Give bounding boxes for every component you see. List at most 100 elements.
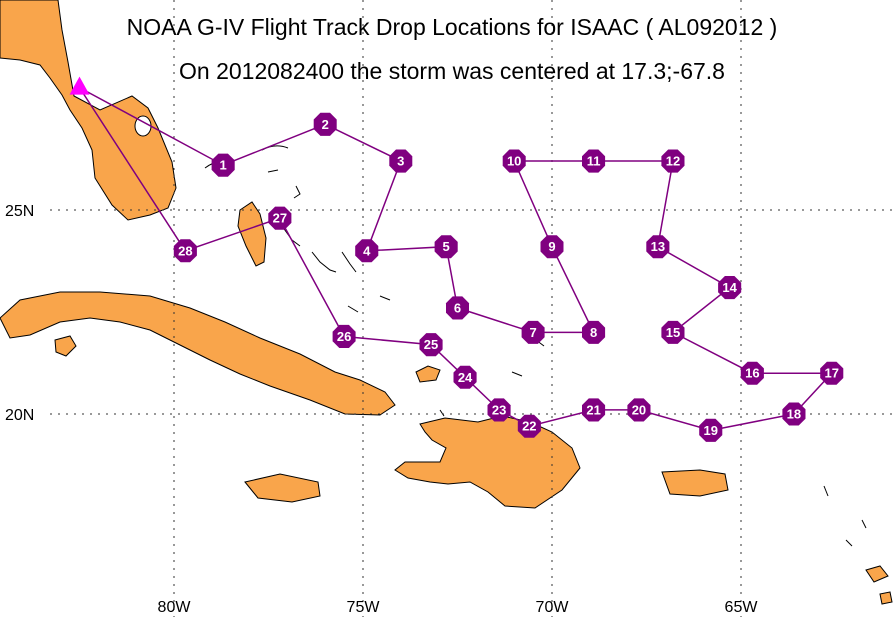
drop-label: 9 xyxy=(548,239,555,254)
drop-octagon xyxy=(173,239,197,263)
axis-labels: 80W 75W 70W 65W 25N 20N xyxy=(5,203,758,616)
drop-octagon xyxy=(434,235,458,259)
drop-octagon xyxy=(661,149,685,173)
lon-label-80w: 80W xyxy=(158,599,192,616)
drop-label: 27 xyxy=(273,211,287,226)
drop-label: 26 xyxy=(337,329,351,344)
drop-label: 1 xyxy=(220,158,227,173)
drop-octagon xyxy=(446,296,469,320)
lon-label-70w: 70W xyxy=(536,599,570,616)
drop-octagon xyxy=(389,149,413,173)
drop-marker: 5 xyxy=(434,235,458,259)
drop-marker: 24 xyxy=(453,365,477,389)
drop-label: 14 xyxy=(722,280,737,295)
drop-octagon xyxy=(521,320,545,344)
drop-octagon xyxy=(332,324,356,348)
drop-label: 2 xyxy=(322,117,329,132)
drop-marker: 15 xyxy=(661,320,685,344)
drop-marker: 20 xyxy=(627,398,651,422)
base-triangle-marker xyxy=(69,76,90,95)
drop-label: 21 xyxy=(586,402,600,417)
drop-marker: 7 xyxy=(521,320,545,344)
drop-label: 22 xyxy=(522,419,536,434)
drop-marker: 6 xyxy=(446,296,469,320)
drop-octagon xyxy=(453,365,477,389)
drop-octagon xyxy=(517,414,541,438)
drop-marker: 28 xyxy=(173,239,197,263)
drop-octagon xyxy=(782,402,806,426)
land-masses xyxy=(0,0,893,605)
drop-octagon xyxy=(699,418,723,442)
lat-label-20n: 20N xyxy=(5,407,34,424)
drop-label: 19 xyxy=(704,423,718,438)
drop-marker: 16 xyxy=(740,361,764,385)
drop-marker: 17 xyxy=(820,361,844,385)
drop-marker: 27 xyxy=(268,206,292,230)
drop-label: 24 xyxy=(458,370,473,385)
drop-label: 7 xyxy=(529,325,536,340)
drop-marker: 11 xyxy=(582,149,606,173)
jamaica-land xyxy=(244,473,321,503)
florida-land xyxy=(0,0,177,221)
lon-label-65w: 65W xyxy=(725,599,759,616)
drop-octagon xyxy=(646,235,670,259)
drop-label: 28 xyxy=(178,243,192,258)
drop-octagon xyxy=(582,398,606,422)
drop-octagon xyxy=(627,398,651,422)
inagua-land xyxy=(415,365,441,383)
drop-label: 11 xyxy=(587,154,601,169)
map-subtitle: On 2012082400 the storm was centered at … xyxy=(179,58,725,84)
drop-octagon xyxy=(211,153,235,177)
drop-label: 8 xyxy=(590,325,597,340)
leeward-islands-land xyxy=(865,565,893,605)
drop-marker: 10 xyxy=(502,149,526,173)
drop-label: 10 xyxy=(507,154,521,169)
drop-label: 17 xyxy=(824,366,838,381)
drop-octagon xyxy=(582,320,606,344)
drop-octagon xyxy=(540,235,564,259)
drop-marker: 18 xyxy=(782,402,806,426)
drop-marker: 19 xyxy=(699,418,723,442)
drop-octagon xyxy=(355,239,379,263)
drop-marker: 22 xyxy=(517,414,541,438)
lat-label-25n: 25N xyxy=(5,203,34,220)
andros-land xyxy=(237,201,267,267)
drop-label: 6 xyxy=(454,300,461,315)
drop-label: 3 xyxy=(397,154,404,169)
drop-label: 4 xyxy=(363,243,371,258)
lon-label-75w: 75W xyxy=(347,599,381,616)
drop-label: 12 xyxy=(666,154,680,169)
drop-label: 20 xyxy=(632,402,646,417)
lat-lon-grid xyxy=(50,0,896,617)
drop-octagon xyxy=(268,206,292,230)
drop-label: 16 xyxy=(745,366,759,381)
drop-octagon xyxy=(820,361,844,385)
drop-marker: 4 xyxy=(355,239,379,263)
drop-octagon xyxy=(582,149,606,173)
drop-marker: 23 xyxy=(487,398,511,422)
drop-marker: 13 xyxy=(646,235,670,259)
isla-juventud-land xyxy=(54,335,77,357)
drop-marker: 25 xyxy=(419,333,443,357)
drop-octagon xyxy=(718,276,742,300)
drop-label: 25 xyxy=(424,337,438,352)
cuba-land xyxy=(0,291,396,416)
drop-octagon xyxy=(740,361,764,385)
drop-marker: 12 xyxy=(661,149,685,173)
drop-octagon xyxy=(502,149,526,173)
drop-marker: 8 xyxy=(582,320,606,344)
drop-marker: 2 xyxy=(313,112,337,136)
drop-label: 5 xyxy=(443,239,450,254)
drop-marker: 21 xyxy=(582,398,606,422)
drop-octagon xyxy=(419,333,443,357)
drop-octagon xyxy=(487,398,511,422)
drop-marker: 14 xyxy=(718,276,742,300)
drop-octagon xyxy=(661,320,685,344)
drop-label: 18 xyxy=(787,407,801,422)
drop-marker: 3 xyxy=(389,149,413,173)
drop-marker: 26 xyxy=(332,324,356,348)
drop-marker: 9 xyxy=(540,235,564,259)
map-title: NOAA G-IV Flight Track Drop Locations fo… xyxy=(126,14,778,40)
